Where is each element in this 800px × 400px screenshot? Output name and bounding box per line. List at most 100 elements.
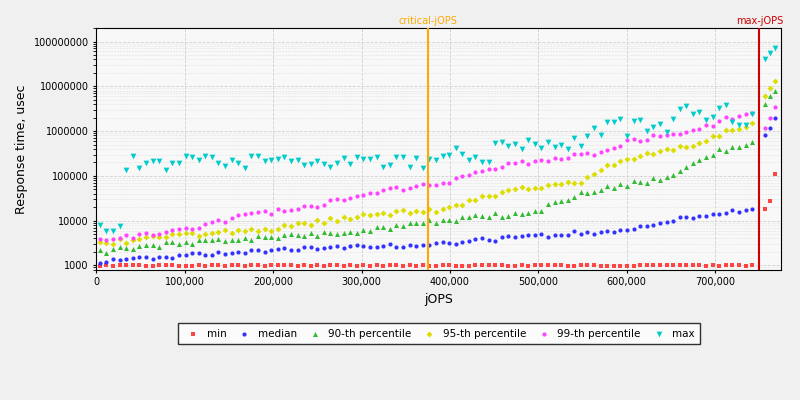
max: [562, 146, 574, 152]
min: [106, 262, 119, 269]
90-th percentile: [179, 239, 192, 246]
90-th percentile: [364, 228, 377, 234]
95-th percentile: [318, 220, 330, 226]
min: [199, 262, 212, 269]
median: [548, 232, 561, 238]
99-th percentile: [542, 158, 554, 164]
99-th percentile: [139, 230, 152, 236]
99-th percentile: [640, 136, 653, 143]
95-th percentile: [377, 210, 390, 216]
Legend: min, median, 90-th percentile, 95-th percentile, 99-th percentile, max: min, median, 90-th percentile, 95-th per…: [178, 323, 700, 344]
95-th percentile: [226, 230, 238, 236]
95-th percentile: [192, 232, 205, 239]
95-th percentile: [713, 132, 726, 139]
min: [173, 262, 186, 269]
99-th percentile: [212, 217, 225, 224]
99-th percentile: [324, 197, 337, 203]
median: [139, 254, 152, 260]
max: [265, 156, 278, 163]
95-th percentile: [627, 156, 640, 162]
95-th percentile: [706, 133, 719, 140]
median: [574, 231, 587, 238]
90-th percentile: [173, 240, 186, 247]
95-th percentile: [245, 226, 258, 232]
median: [120, 256, 133, 262]
99-th percentile: [607, 145, 620, 151]
min: [410, 263, 422, 269]
min: [693, 262, 706, 268]
median: [588, 230, 601, 237]
95-th percentile: [758, 93, 771, 100]
95-th percentile: [330, 218, 343, 224]
median: [758, 132, 771, 139]
95-th percentile: [291, 220, 304, 226]
median: [489, 238, 502, 244]
Text: max-jOPS: max-jOPS: [736, 16, 783, 26]
min: [252, 262, 265, 268]
min: [258, 263, 271, 269]
max: [430, 157, 442, 163]
95-th percentile: [364, 212, 377, 218]
90-th percentile: [106, 246, 119, 252]
99-th percentile: [94, 236, 106, 242]
99-th percentile: [159, 229, 172, 235]
max: [106, 228, 119, 234]
95-th percentile: [769, 78, 782, 84]
95-th percentile: [324, 215, 337, 222]
99-th percentile: [120, 232, 133, 238]
min: [212, 262, 225, 268]
95-th percentile: [146, 233, 159, 240]
min: [621, 263, 634, 269]
median: [390, 244, 402, 250]
median: [456, 239, 469, 246]
max: [278, 153, 290, 160]
95-th percentile: [548, 181, 561, 188]
95-th percentile: [278, 222, 290, 228]
min: [304, 262, 317, 269]
99-th percentile: [502, 160, 514, 166]
90-th percentile: [482, 214, 495, 220]
99-th percentile: [265, 211, 278, 217]
99-th percentile: [509, 160, 522, 166]
99-th percentile: [700, 122, 713, 128]
99-th percentile: [554, 156, 567, 162]
90-th percentile: [562, 197, 574, 203]
90-th percentile: [581, 189, 594, 196]
min: [226, 262, 238, 268]
95-th percentile: [502, 187, 514, 193]
99-th percentile: [166, 227, 178, 234]
median: [377, 243, 390, 249]
95-th percentile: [746, 120, 758, 126]
min: [719, 262, 732, 269]
max: [436, 153, 449, 160]
95-th percentile: [489, 192, 502, 199]
99-th percentile: [436, 180, 449, 187]
min: [746, 262, 758, 268]
min: [291, 262, 304, 269]
median: [397, 243, 410, 250]
min: [206, 262, 218, 269]
90-th percentile: [114, 244, 126, 250]
99-th percentile: [364, 189, 377, 196]
max: [133, 164, 146, 171]
median: [594, 229, 607, 235]
90-th percentile: [442, 217, 455, 224]
99-th percentile: [311, 204, 324, 210]
95-th percentile: [574, 180, 587, 186]
min: [344, 262, 357, 268]
90-th percentile: [126, 246, 139, 252]
90-th percentile: [713, 146, 726, 152]
95-th percentile: [285, 223, 298, 230]
90-th percentile: [298, 233, 310, 239]
min: [666, 262, 679, 268]
99-th percentile: [548, 155, 561, 162]
max: [614, 116, 627, 122]
Text: critical-jOPS: critical-jOPS: [398, 16, 458, 26]
90-th percentile: [390, 222, 402, 228]
median: [515, 232, 528, 239]
median: [298, 244, 310, 250]
max: [166, 160, 178, 166]
median: [94, 260, 106, 266]
99-th percentile: [666, 131, 679, 137]
max: [522, 136, 534, 143]
